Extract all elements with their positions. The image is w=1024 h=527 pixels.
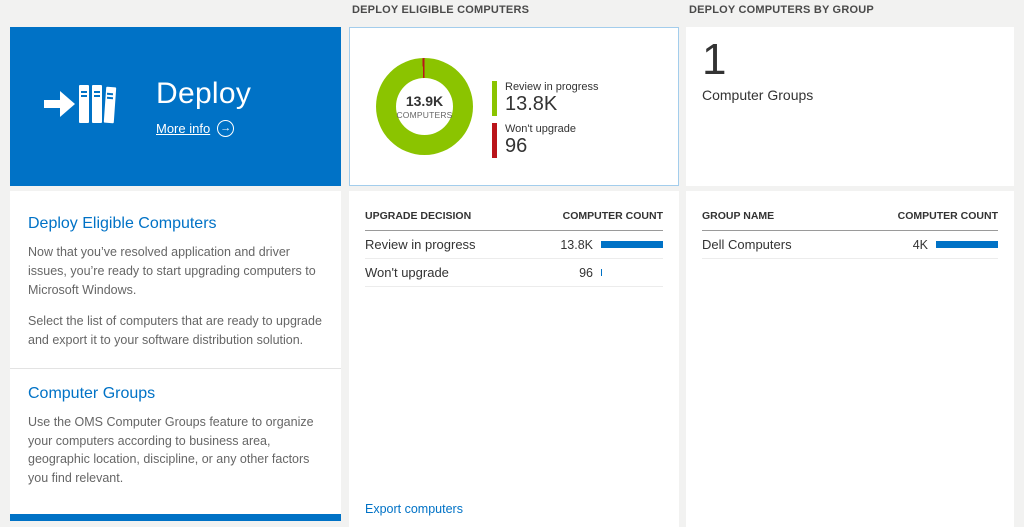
section-divider	[10, 367, 341, 369]
donut-center-value: 13.9K	[405, 93, 444, 109]
deploy-icon	[42, 76, 118, 137]
computer-groups-paragraph: Use the OMS Computer Groups feature to o…	[28, 414, 314, 485]
column-header-deploy-eligible-computers: DEPLOY ELIGIBLE COMPUTERS	[352, 4, 530, 16]
more-info-link[interactable]: More info	[156, 120, 211, 136]
table-row-wont-upgrade[interactable]: Won't upgrade 96	[365, 259, 663, 287]
deploy-tile[interactable]: Deploy More info →	[10, 27, 341, 186]
table-header-row: UPGRADE DECISION COMPUTER COUNT	[365, 203, 663, 231]
donut-chart[interactable]: 13.9K COMPUTERS	[376, 58, 473, 155]
legend-item-review-in-progress: Review in progress 13.8K	[492, 81, 599, 116]
eligible-computers-chart-tile[interactable]: 13.9K COMPUTERS Review in progress 13.8K…	[349, 27, 679, 186]
table-row-dell-computers[interactable]: Dell Computers 4K	[702, 231, 998, 259]
count-bar	[936, 241, 998, 248]
computer-groups-label: Computer Groups	[702, 86, 814, 103]
donut-center-label: COMPUTERS	[396, 110, 453, 120]
table-header-upgrade-decision: UPGRADE DECISION	[365, 210, 472, 222]
export-computers-link[interactable]: Export computers	[365, 502, 463, 516]
tile-accent-strip	[10, 514, 341, 521]
legend-item-wont-upgrade: Won't upgrade 96	[492, 123, 599, 158]
upgrade-decision-table: UPGRADE DECISION COMPUTER COUNT Review i…	[349, 191, 679, 527]
deploy-description-panel: Deploy Eligible Computers Now that you’v…	[10, 191, 341, 514]
arrow-right-circle-icon[interactable]: →	[217, 119, 235, 137]
deploy-paragraph-1: Now that you’ve resolved application and…	[28, 245, 316, 297]
computer-groups-count: 1	[702, 35, 727, 84]
column-header-deploy-computers-by-group: DEPLOY COMPUTERS BY GROUP	[689, 4, 874, 16]
donut-center: 13.9K COMPUTERS	[396, 78, 453, 135]
section-heading-deploy-eligible-computers: Deploy Eligible Computers	[28, 215, 217, 232]
table-header-computer-count: COMPUTER COUNT	[897, 210, 998, 222]
table-header-group-name: GROUP NAME	[702, 210, 775, 222]
deploy-paragraph-2: Select the list of computers that are re…	[28, 314, 322, 347]
section-heading-computer-groups: Computer Groups	[28, 384, 156, 402]
donut-legend: Review in progress 13.8K Won't upgrade 9…	[492, 81, 599, 165]
computer-groups-table: GROUP NAME COMPUTER COUNT Dell Computers…	[686, 191, 1014, 527]
table-header-row: GROUP NAME COMPUTER COUNT	[702, 203, 998, 231]
table-row-review-in-progress[interactable]: Review in progress 13.8K	[365, 231, 663, 259]
count-bar	[601, 241, 663, 248]
table-header-computer-count: COMPUTER COUNT	[562, 210, 663, 222]
count-bar	[601, 269, 603, 276]
computer-groups-summary-tile[interactable]: 1 Computer Groups	[686, 27, 1014, 186]
tile-title: Deploy	[156, 76, 252, 110]
